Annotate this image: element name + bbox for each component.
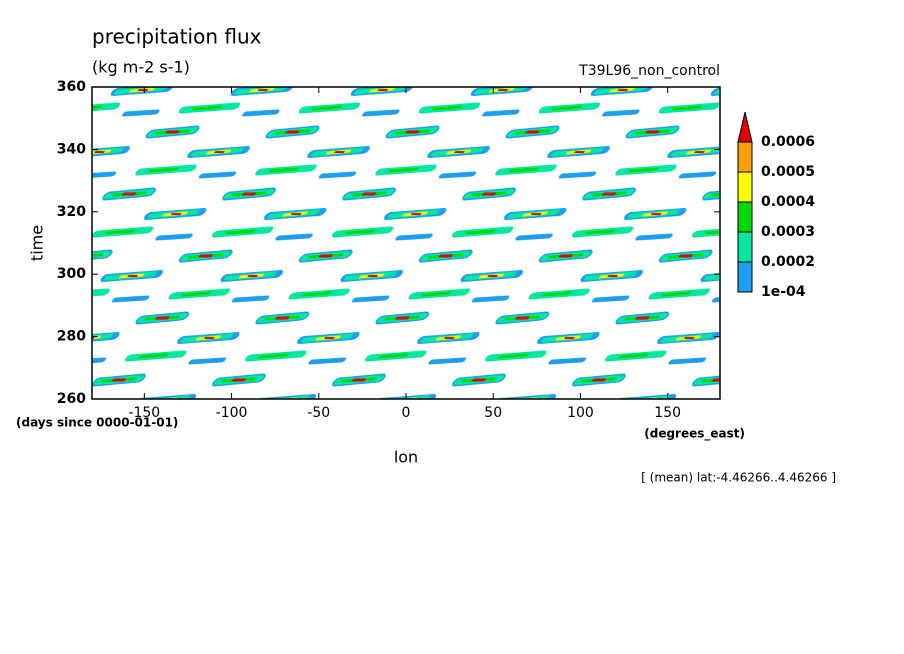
y-tick-label: 300 <box>57 266 86 282</box>
x-tick-label: 0 <box>402 405 411 421</box>
y-axis-label: time <box>28 225 47 261</box>
y-tick-label: 340 <box>57 141 86 157</box>
colorbar-label: 0.0005 <box>761 164 815 180</box>
colorbar-box <box>737 231 753 263</box>
colorbar-box <box>737 171 753 203</box>
x-tick-label: 150 <box>654 405 681 421</box>
x-axis-label: lon <box>394 448 418 467</box>
y-tick-label: 280 <box>57 329 86 345</box>
colorbar-box <box>737 201 753 233</box>
colorbar-label: 0.0006 <box>761 134 815 150</box>
colorbar-label: 0.0003 <box>761 224 815 240</box>
chart-title: precipitation flux <box>92 25 262 49</box>
colorbar-box <box>737 261 753 293</box>
colorbar-label: 0.0002 <box>761 254 815 270</box>
x-unit: (degrees_east) <box>644 427 745 442</box>
field <box>92 87 720 399</box>
colorbar-arrow <box>737 111 753 143</box>
colorbar-box <box>737 141 753 173</box>
colorbar-label: 1e-04 <box>761 284 806 300</box>
colorbar-label: 0.0004 <box>761 194 815 210</box>
x-tick-label: -50 <box>307 405 330 421</box>
y-tick-label: 260 <box>57 391 86 407</box>
x-tick-label: 100 <box>567 405 594 421</box>
x-tick-label: -150 <box>128 405 160 421</box>
y-unit: (days since 0000-01-01) <box>16 416 178 430</box>
run-label: T39L96_non_control <box>578 63 720 79</box>
y-tick-label: 360 <box>57 79 86 95</box>
x-tick-label: 50 <box>484 405 502 421</box>
y-tick-label: 320 <box>57 204 86 220</box>
chart-subtitle: (kg m-2 s-1) <box>92 58 190 77</box>
x-tick-label: -100 <box>216 405 248 421</box>
note: [ (mean) lat:-4.46266..4.46266 ] <box>641 471 836 485</box>
